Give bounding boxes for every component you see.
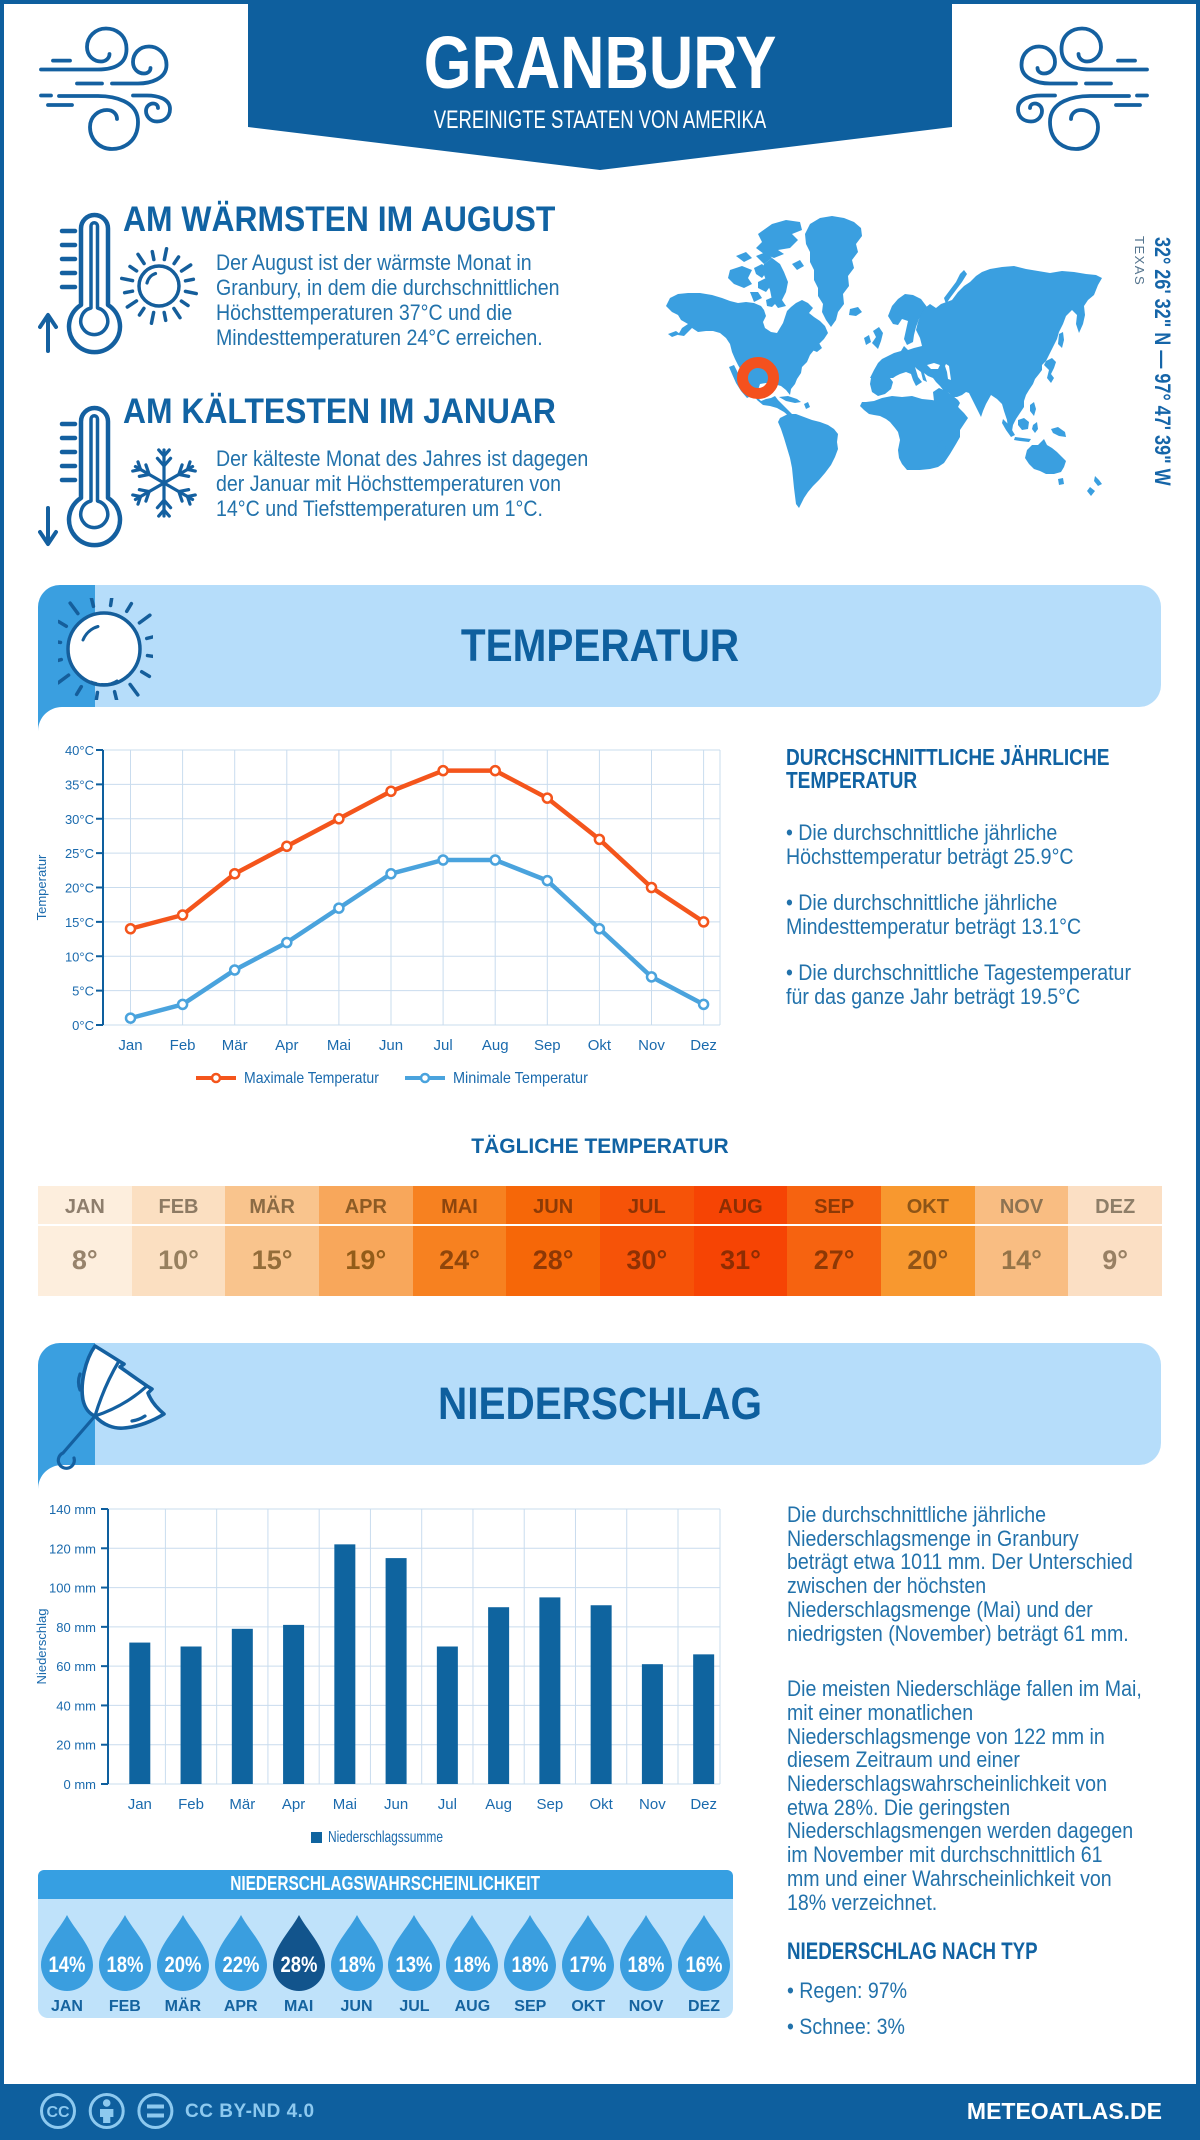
svg-text:Mär: Mär: [229, 1796, 255, 1813]
svg-text:140 mm: 140 mm: [49, 1502, 96, 1517]
svg-text:Aug: Aug: [485, 1796, 512, 1813]
svg-text:Okt: Okt: [588, 1037, 612, 1054]
svg-text:Jul: Jul: [434, 1037, 453, 1054]
svg-text:18%: 18%: [106, 1952, 143, 1977]
svg-text:60 mm: 60 mm: [56, 1659, 96, 1674]
svg-text:22%: 22%: [222, 1952, 259, 1977]
svg-text:16%: 16%: [686, 1952, 723, 1977]
svg-text:15°C: 15°C: [65, 915, 94, 930]
svg-text:Sep: Sep: [537, 1796, 564, 1813]
svg-text:Niederschlag: Niederschlag: [34, 1609, 49, 1685]
svg-text:40 mm: 40 mm: [56, 1698, 96, 1713]
svg-text:18%: 18%: [628, 1952, 665, 1977]
svg-text:Jul: Jul: [438, 1796, 457, 1813]
svg-text:18%: 18%: [512, 1952, 549, 1977]
svg-text:25°C: 25°C: [65, 846, 94, 861]
svg-text:Okt: Okt: [589, 1796, 613, 1813]
svg-text:Mai: Mai: [327, 1037, 351, 1054]
svg-text:28%: 28%: [280, 1952, 317, 1977]
svg-text:Temperatur: Temperatur: [34, 854, 49, 920]
svg-text:Mai: Mai: [333, 1796, 357, 1813]
svg-text:Jan: Jan: [118, 1037, 142, 1054]
svg-text:13%: 13%: [396, 1952, 433, 1977]
svg-text:18%: 18%: [338, 1952, 375, 1977]
svg-text:Nov: Nov: [639, 1796, 666, 1813]
svg-text:Aug: Aug: [482, 1037, 509, 1054]
svg-text:30°C: 30°C: [65, 812, 94, 827]
svg-text:14%: 14%: [48, 1952, 85, 1977]
svg-text:Mär: Mär: [222, 1037, 248, 1054]
svg-text:Minimale Temperatur: Minimale Temperatur: [453, 1070, 589, 1087]
svg-text:100 mm: 100 mm: [49, 1581, 96, 1596]
svg-text:CC: CC: [46, 2104, 70, 2121]
svg-text:0 mm: 0 mm: [64, 1777, 97, 1792]
svg-text:Jun: Jun: [384, 1796, 408, 1813]
svg-text:Jun: Jun: [379, 1037, 403, 1054]
svg-text:10°C: 10°C: [65, 949, 94, 964]
svg-text:18%: 18%: [454, 1952, 491, 1977]
svg-text:80 mm: 80 mm: [56, 1620, 96, 1635]
svg-text:120 mm: 120 mm: [49, 1541, 96, 1556]
svg-text:Dez: Dez: [690, 1796, 717, 1813]
svg-text:20%: 20%: [164, 1952, 201, 1977]
svg-text:Apr: Apr: [275, 1037, 298, 1054]
svg-text:Nov: Nov: [638, 1037, 665, 1054]
svg-text:0°C: 0°C: [72, 1018, 94, 1033]
svg-text:Apr: Apr: [282, 1796, 305, 1813]
svg-text:5°C: 5°C: [72, 984, 94, 999]
svg-text:20°C: 20°C: [65, 881, 94, 896]
svg-text:Sep: Sep: [534, 1037, 561, 1054]
svg-text:17%: 17%: [570, 1952, 607, 1977]
svg-text:Niederschlagssumme: Niederschlagssumme: [328, 1829, 443, 1846]
svg-text:Feb: Feb: [170, 1037, 196, 1054]
svg-text:20 mm: 20 mm: [56, 1738, 96, 1753]
svg-text:Jan: Jan: [128, 1796, 152, 1813]
svg-text:Dez: Dez: [690, 1037, 717, 1054]
svg-text:Feb: Feb: [178, 1796, 204, 1813]
svg-text:Maximale Temperatur: Maximale Temperatur: [244, 1070, 379, 1087]
svg-text:35°C: 35°C: [65, 777, 94, 792]
svg-text:40°C: 40°C: [65, 743, 94, 758]
